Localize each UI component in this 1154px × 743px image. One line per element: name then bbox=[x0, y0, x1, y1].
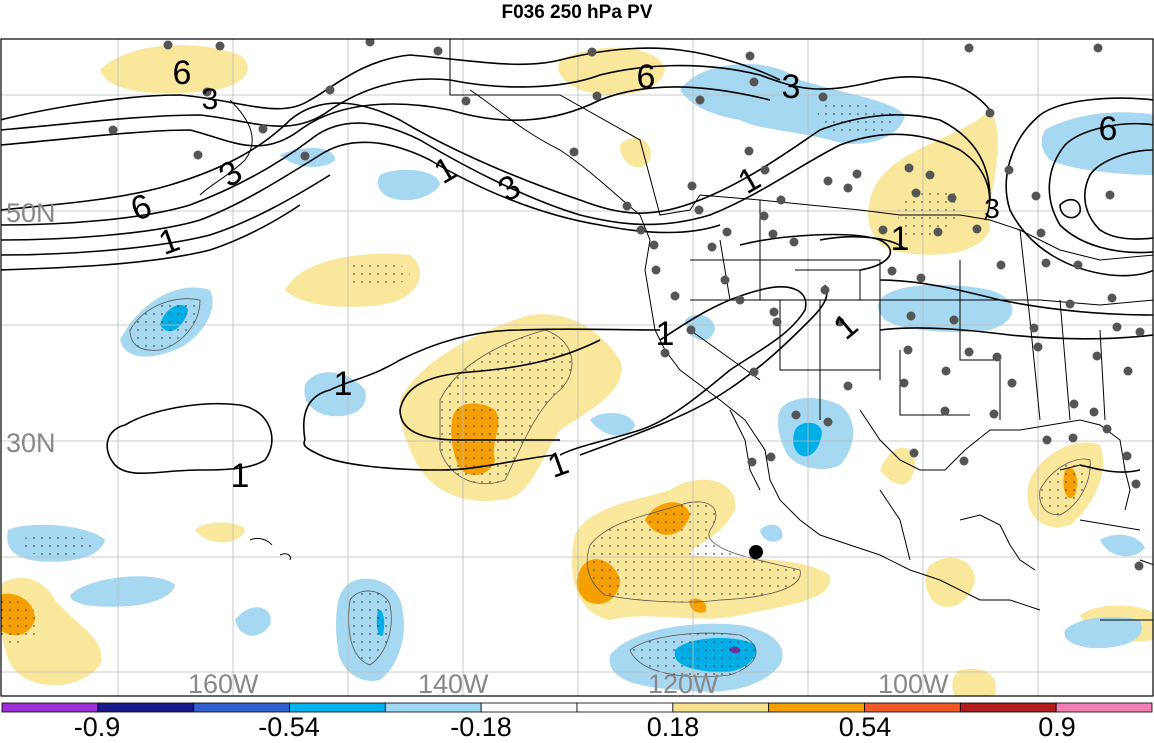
chart-title: F036 250 hPa PV bbox=[501, 2, 653, 23]
colorbar-swatch bbox=[97, 702, 195, 713]
station-dots bbox=[108, 39, 1145, 571]
colorbar-swatch bbox=[959, 702, 1057, 713]
contour-label: 1 bbox=[891, 220, 910, 258]
colorbar-swatch bbox=[1, 702, 99, 713]
lon-label-100w: 100W bbox=[878, 669, 949, 698]
pv-contours bbox=[1, 47, 1153, 475]
contour-label: 6 bbox=[637, 58, 656, 96]
pv-map: 6 3 3 6 1 6 3 1 3 6 1 3 1 1 1 1 1 1 50N … bbox=[0, 38, 1154, 698]
colorbar bbox=[1, 702, 1153, 713]
colorbar-tick-label: 0.9 bbox=[1038, 712, 1076, 742]
anomaly-outlines bbox=[129, 298, 1091, 678]
contour-label: 6 bbox=[1099, 110, 1118, 148]
colorbar-swatch bbox=[864, 702, 961, 713]
lon-label-140w: 140W bbox=[418, 669, 489, 698]
colorbar-swatch bbox=[193, 702, 290, 713]
lon-label-160w: 160W bbox=[188, 669, 259, 698]
colorbar-swatch bbox=[480, 702, 578, 713]
colorbar-tick-label: -0.54 bbox=[258, 712, 320, 742]
colorbar-swatch bbox=[576, 702, 674, 713]
map-frame bbox=[0, 38, 1154, 697]
colorbar-swatch bbox=[384, 702, 482, 713]
highlight-point-marker bbox=[749, 545, 763, 559]
colorbar-swatch bbox=[1055, 702, 1153, 713]
colorbar-tick-label: 0.18 bbox=[646, 712, 700, 742]
contour-label: 3 bbox=[782, 68, 801, 106]
lat-lon-labels: 50N 30N 160W 140W 120W 100W bbox=[6, 198, 949, 698]
graticule bbox=[1, 39, 1153, 696]
colorbar-swatch bbox=[289, 702, 386, 713]
contour-label: 3 bbox=[202, 83, 219, 116]
stipple bbox=[1, 103, 1091, 677]
colorbar-tick-label: -0.18 bbox=[450, 712, 512, 742]
contour-label: 3 bbox=[984, 193, 1000, 224]
colorbar-tick-label: 0.54 bbox=[838, 712, 892, 742]
colorbar-tick-label: -0.9 bbox=[73, 712, 121, 742]
lat-label-30n: 30N bbox=[6, 428, 56, 458]
contour-label: 1 bbox=[656, 315, 675, 353]
lon-label-120w: 120W bbox=[648, 669, 719, 698]
contour-label: 1 bbox=[231, 457, 250, 495]
colorbar-swatch bbox=[672, 702, 770, 713]
contour-label: 1 bbox=[334, 365, 353, 403]
contour-label: 6 bbox=[173, 54, 192, 92]
colorbar-swatch bbox=[768, 702, 865, 713]
lat-label-50n: 50N bbox=[6, 198, 56, 228]
